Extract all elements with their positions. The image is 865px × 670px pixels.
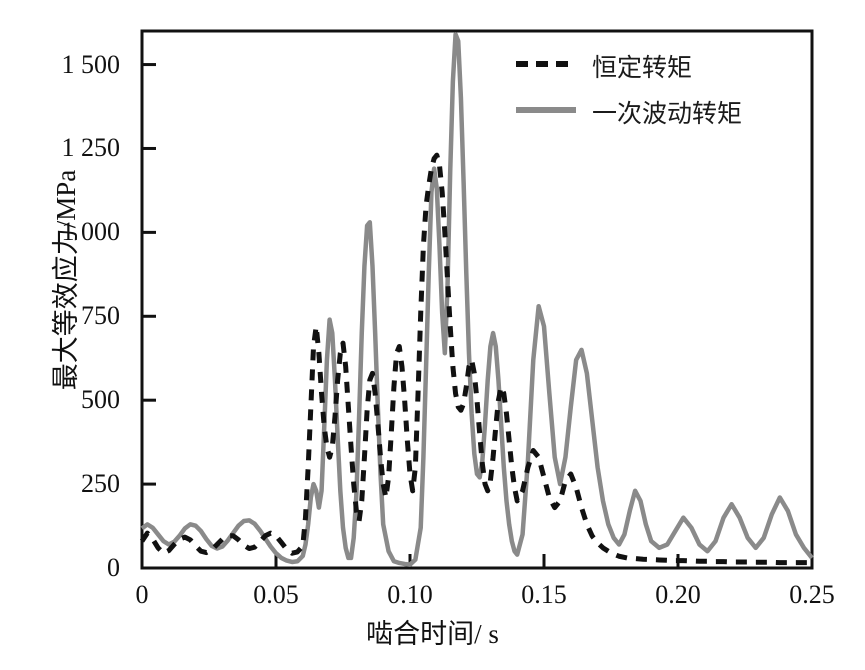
y-tick-label: 500	[81, 385, 120, 415]
y-axis-title: 最大等效应力/MPa	[51, 169, 81, 391]
plot-frame	[140, 29, 814, 570]
data-series-group	[139, 32, 814, 567]
y-tick-label: 1 250	[61, 133, 121, 163]
x-tick-label: 0.15	[521, 580, 567, 609]
y-tick-label: 750	[81, 301, 120, 331]
x-tick-label: 0.20	[655, 580, 701, 609]
series-line-fluctuating-torque	[140, 32, 814, 567]
y-axis-ticks	[142, 63, 156, 486]
y-tick-label: 1 500	[61, 49, 121, 79]
legend-swatches	[516, 61, 576, 113]
legend-label-constant-torque: 恒定转矩	[592, 54, 693, 82]
y-tick-label: 1 000	[61, 217, 121, 247]
y-tick-label: 250	[81, 469, 120, 499]
series-line-constant-torque	[139, 152, 812, 566]
x-axis-title: 啮合时间/ s	[366, 619, 499, 649]
x-tick-label: 0.25	[789, 580, 835, 609]
x-tick-label: 0	[135, 580, 149, 609]
y-tick-label: 0	[107, 553, 120, 582]
x-tick-label: 0.10	[387, 580, 433, 609]
x-tick-label: 0.05	[253, 580, 299, 609]
legend-label-fluctuating-torque: 一次波动转矩	[592, 100, 743, 128]
